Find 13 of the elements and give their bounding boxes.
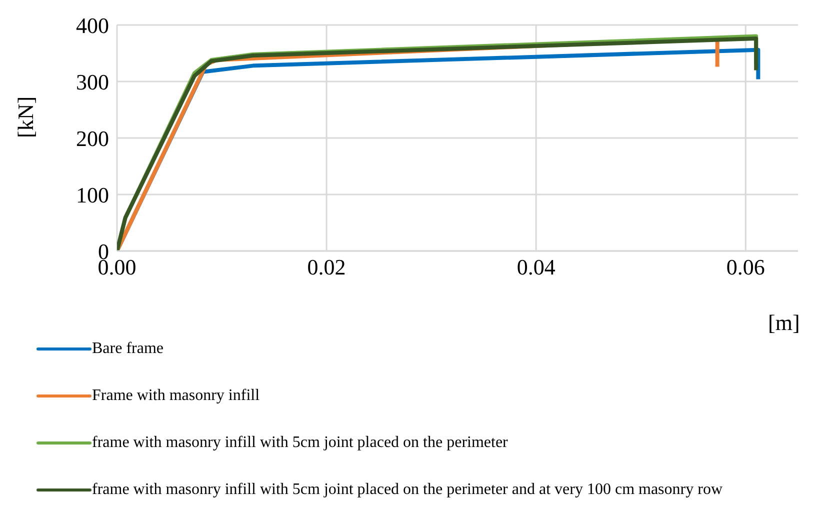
x-tick-label: 0.02 bbox=[307, 254, 346, 280]
y-tick-label: 100 bbox=[76, 182, 109, 208]
y-tick-label: 300 bbox=[76, 69, 109, 94]
y-tick-label: 200 bbox=[76, 126, 109, 151]
y-axis-title: [kN] bbox=[12, 96, 38, 138]
x-tick-label: 0.04 bbox=[516, 254, 556, 280]
y-tick-label: 400 bbox=[76, 12, 109, 38]
legend-label: frame with masonry infill with 5cm joint placed on the perimeter and at very 100 cm masonry row bbox=[92, 480, 722, 500]
legend-label: Bare frame bbox=[92, 339, 164, 359]
legend-label: Frame with masonry infill bbox=[92, 386, 260, 406]
x-tick-label: 0.06 bbox=[726, 254, 765, 280]
legend-label: frame with masonry infill with 5cm joint placed on the perimeter bbox=[92, 433, 508, 453]
x-axis-title: [m] bbox=[768, 310, 800, 335]
